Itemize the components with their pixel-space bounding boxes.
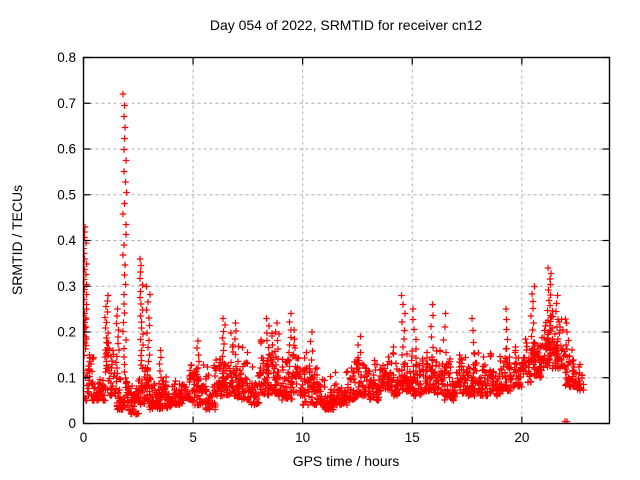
y-tick-label: 0.1 (57, 370, 76, 385)
y-tick-label: 0.8 (57, 50, 76, 65)
y-tick-label: 0.6 (57, 142, 76, 157)
y-tick-label: 0.4 (57, 233, 76, 248)
x-tick-label: 5 (189, 430, 197, 445)
axes-frame (82, 56, 611, 425)
chart-title: Day 054 of 2022, SRMTID for receiver cn1… (210, 17, 483, 33)
y-axis-label: SRMTID / TECUs (9, 185, 25, 295)
tick-labels: 0 5 10 15 20 0 0.1 0.2 0.3 0.4 0.5 0.6 0.7 0.8 (57, 50, 529, 445)
x-tick-label: 20 (514, 430, 529, 445)
y-tick-label: 0.3 (57, 279, 76, 294)
x-axis-label: GPS time / hours (293, 453, 400, 469)
scatter-points-layer (83, 90, 587, 424)
y-tick-label: 0 (68, 416, 76, 431)
scatter-points (83, 90, 587, 424)
x-tick-label: 0 (80, 430, 88, 445)
y-tick-label: 0.2 (57, 325, 76, 340)
y-tick-label: 0.7 (57, 96, 76, 111)
x-tick-label: 10 (295, 430, 310, 445)
y-tick-label: 0.5 (57, 187, 76, 202)
grid-lines (83, 57, 610, 424)
x-tick-label: 15 (405, 430, 420, 445)
